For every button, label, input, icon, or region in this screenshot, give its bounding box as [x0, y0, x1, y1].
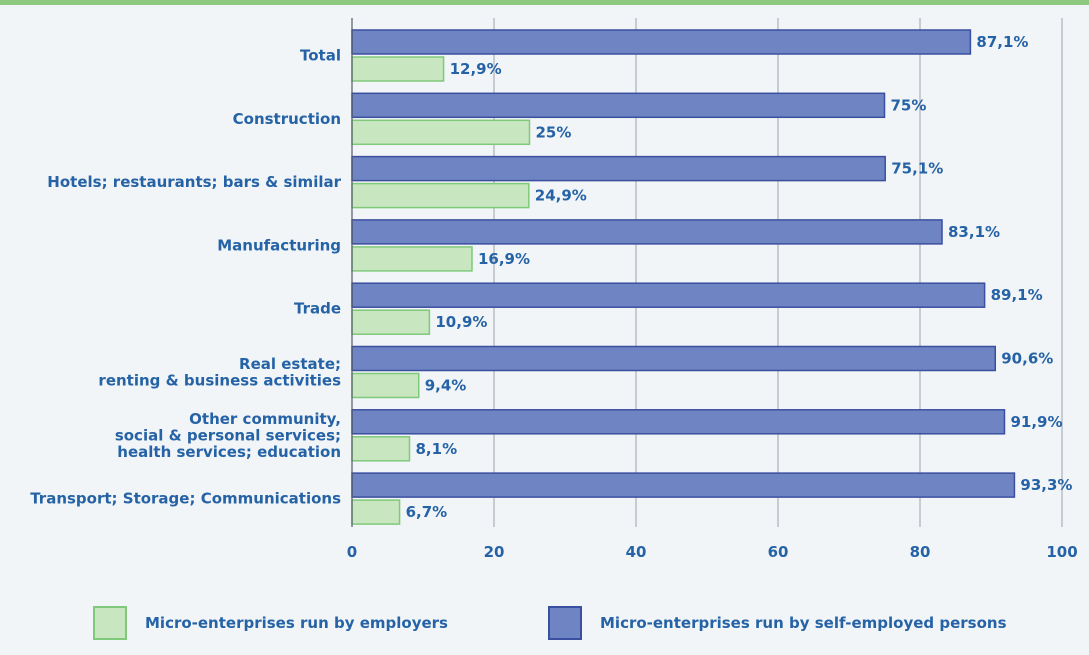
value-label-employers: 6,7%: [406, 503, 448, 521]
legend-swatch-employers: [93, 606, 127, 640]
legend-label-self-employed: Micro-enterprises run by self-employed p…: [600, 614, 1007, 632]
x-tick-label: 100: [1046, 543, 1077, 561]
value-label-self-employed: 75,1%: [891, 160, 943, 178]
x-tick-label: 80: [910, 543, 931, 561]
value-label-self-employed: 87,1%: [976, 33, 1028, 51]
bar-employers: [351, 56, 445, 82]
bar-employers: [351, 246, 473, 272]
bar-self-employed: [351, 282, 986, 308]
bar-employers: [351, 309, 431, 335]
value-label-self-employed: 93,3%: [1020, 476, 1072, 494]
bar-self-employed: [351, 345, 997, 372]
bar-employers: [351, 372, 420, 399]
category-label: Trade: [294, 300, 341, 318]
bar-chart: 87,1% 12,9% Total 75% 25% Construction 75,1% 24…: [30, 18, 1078, 561]
legend-swatch-self-employed: [548, 606, 582, 640]
category-label: Transport; Storage; Communications: [30, 490, 341, 508]
value-label-self-employed: 90,6%: [1001, 350, 1053, 368]
value-label-employers: 25%: [536, 123, 572, 141]
value-label-self-employed: 91,9%: [1010, 413, 1062, 431]
x-tick-label: 40: [626, 543, 647, 561]
bar-employers: [351, 119, 531, 146]
bar-self-employed: [351, 155, 886, 182]
legend-label-employers: Micro-enterprises run by employers: [145, 614, 448, 632]
category-label: Total: [300, 47, 341, 65]
category-label: Hotels; restaurants; bars & similar: [47, 173, 341, 191]
bar-employers: [351, 436, 411, 462]
legend-item-self-employed: Micro-enterprises run by self-employed p…: [548, 606, 1007, 640]
bar-self-employed: [351, 219, 943, 245]
x-tick-label: 0: [347, 543, 357, 561]
value-label-self-employed: 83,1%: [948, 223, 1000, 241]
bar-self-employed: [351, 29, 972, 55]
bar-self-employed: [351, 472, 1016, 498]
value-label-employers: 24,9%: [535, 187, 587, 205]
value-label-self-employed: 75%: [891, 96, 927, 114]
legend-item-employers: Micro-enterprises run by employers: [93, 606, 448, 640]
value-label-employers: 8,1%: [416, 440, 458, 458]
value-label-employers: 12,9%: [450, 60, 502, 78]
category-label: Other community, social & personal servic…: [115, 410, 341, 461]
top-accent-bar: [0, 0, 1089, 5]
bar-employers: [351, 182, 530, 209]
value-label-employers: 10,9%: [435, 313, 487, 331]
value-label-self-employed: 89,1%: [991, 286, 1043, 304]
category-label: Real estate; renting & business activitie…: [98, 355, 341, 390]
x-tick-label: 20: [484, 543, 505, 561]
bar-self-employed: [351, 92, 886, 119]
bar-employers: [351, 499, 401, 525]
bar-self-employed: [351, 409, 1006, 435]
category-label: Manufacturing: [217, 236, 341, 254]
category-label: Construction: [233, 110, 341, 128]
value-label-employers: 9,4%: [425, 377, 467, 395]
value-label-employers: 16,9%: [478, 250, 530, 268]
x-tick-label: 60: [768, 543, 789, 561]
